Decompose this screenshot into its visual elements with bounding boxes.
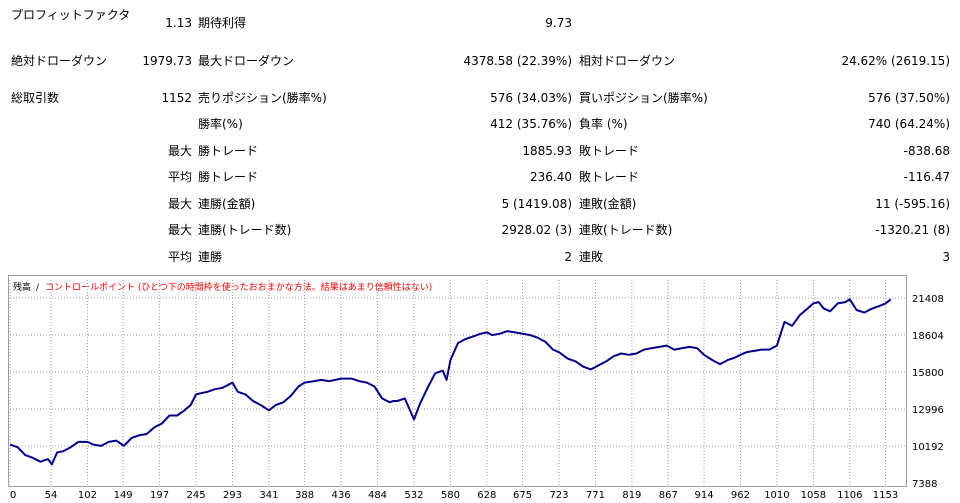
- x-tick-label: 867: [659, 490, 678, 501]
- x-tick-label: 1058: [801, 490, 826, 501]
- max-drawdown-label: 最大ドローダウン: [198, 54, 295, 68]
- max-loss-trade-value: -838.68: [903, 144, 950, 158]
- max-consec-wins-label: 連勝(金額): [198, 197, 256, 211]
- abs-drawdown-value: 1979.73: [142, 54, 192, 68]
- x-tick-label: 914: [694, 490, 713, 501]
- win-rate-value: 412 (35.76%): [490, 117, 572, 131]
- chart-title-balance: 残高: [13, 281, 31, 293]
- avg-profit-trade-value: 236.40: [530, 170, 572, 184]
- x-tick-label: 484: [368, 490, 387, 501]
- expected-payoff-label: 期待利得: [198, 16, 247, 30]
- x-tick-label: 723: [549, 490, 568, 501]
- x-tick-label: 771: [586, 490, 605, 501]
- y-tick-label: 15800: [912, 368, 944, 379]
- x-tick-label: 1153: [873, 490, 898, 501]
- max-consec-loss-value: -1320.21 (8): [875, 223, 950, 237]
- balance-chart-frame: [8, 275, 907, 487]
- avg-prefix: 平均: [167, 250, 192, 264]
- loss-rate-label: 負率 (%): [579, 117, 628, 131]
- profit-factor-label: プロフィットファクタ: [11, 8, 131, 22]
- win-rate-label: 勝率(%): [198, 117, 243, 131]
- avg-prefix: 平均: [167, 170, 192, 184]
- long-positions-label: 買いポジション(勝率%): [579, 91, 708, 105]
- max-prefix: 最大: [167, 197, 192, 211]
- max-consec-wins-value: 5 (1419.08): [501, 197, 572, 211]
- x-tick-label: 580: [441, 490, 460, 501]
- abs-drawdown-label: 絶対ドローダウン: [11, 54, 108, 68]
- short-positions-value: 576 (34.03%): [490, 91, 572, 105]
- avg-consec-losses-label: 連敗: [579, 250, 604, 264]
- x-tick-label: 1010: [764, 490, 789, 501]
- x-tick-label: 628: [477, 490, 496, 501]
- x-tick-label: 293: [223, 490, 242, 501]
- x-tick-label: 962: [731, 490, 750, 501]
- max-consec-losses-label: 連敗(金額): [579, 197, 637, 211]
- total-trades-value: 1152: [161, 91, 192, 105]
- avg-profit-trade-label: 勝トレード: [198, 170, 259, 184]
- y-tick-label: 7388: [912, 479, 937, 490]
- avg-consec-wins-value: 2: [564, 250, 572, 264]
- max-consec-profit-value: 2928.02 (3): [501, 223, 572, 237]
- x-tick-label: 197: [150, 490, 169, 501]
- short-positions-label: 売りポジション(勝率%): [198, 91, 327, 105]
- max-prefix: 最大: [167, 223, 192, 237]
- y-tick-label: 21408: [912, 294, 944, 305]
- y-tick-label: 10192: [912, 442, 944, 453]
- x-tick-label: 436: [332, 490, 351, 501]
- max-profit-trade-label: 勝トレード: [198, 144, 259, 158]
- max-prefix: 最大: [167, 144, 192, 158]
- chart-title-note: コントロールポイント (ひとつ下の時間枠を使ったおおまかな方法。結果はあまり信頼…: [45, 281, 432, 293]
- balance-line: [9, 298, 892, 466]
- max-consec-losses-value: 11 (-595.16): [875, 197, 950, 211]
- y-tick-label: 18604: [912, 331, 944, 342]
- max-profit-trade-value: 1885.93: [522, 144, 572, 158]
- profit-factor-value: 1.13: [165, 16, 192, 30]
- x-tick-label: 675: [513, 490, 532, 501]
- avg-consec-wins-label: 連勝: [198, 250, 223, 264]
- avg-loss-trade-value: -116.47: [903, 170, 950, 184]
- rel-drawdown-label: 相対ドローダウン: [579, 54, 676, 68]
- x-tick-label: 54: [45, 490, 58, 501]
- x-tick-label: 245: [186, 490, 205, 501]
- y-tick-label: 12996: [912, 405, 944, 416]
- x-tick-label: 1106: [837, 490, 862, 501]
- x-tick-label: 341: [259, 490, 278, 501]
- max-loss-trade-label: 敗トレード: [579, 144, 640, 158]
- long-positions-value: 576 (37.50%): [868, 91, 950, 105]
- total-trades-label: 総取引数: [11, 91, 60, 105]
- avg-consec-losses-value: 3: [942, 250, 950, 264]
- x-tick-label: 388: [295, 490, 314, 501]
- x-tick-label: 0: [10, 490, 16, 501]
- avg-loss-trade-label: 敗トレード: [579, 170, 640, 184]
- x-tick-label: 102: [78, 490, 97, 501]
- loss-rate-value: 740 (64.24%): [868, 117, 950, 131]
- expected-payoff-value: 9.73: [545, 16, 572, 30]
- x-tick-label: 819: [622, 490, 641, 501]
- max-drawdown-value: 4378.58 (22.39%): [463, 54, 572, 68]
- max-consec-loss-label: 連敗(トレード数): [579, 223, 673, 237]
- chart-title-separator: /: [36, 283, 40, 293]
- x-tick-label: 532: [404, 490, 423, 501]
- x-tick-label: 149: [114, 490, 133, 501]
- max-consec-profit-label: 連勝(トレード数): [198, 223, 292, 237]
- rel-drawdown-value: 24.62% (2619.15): [841, 54, 950, 68]
